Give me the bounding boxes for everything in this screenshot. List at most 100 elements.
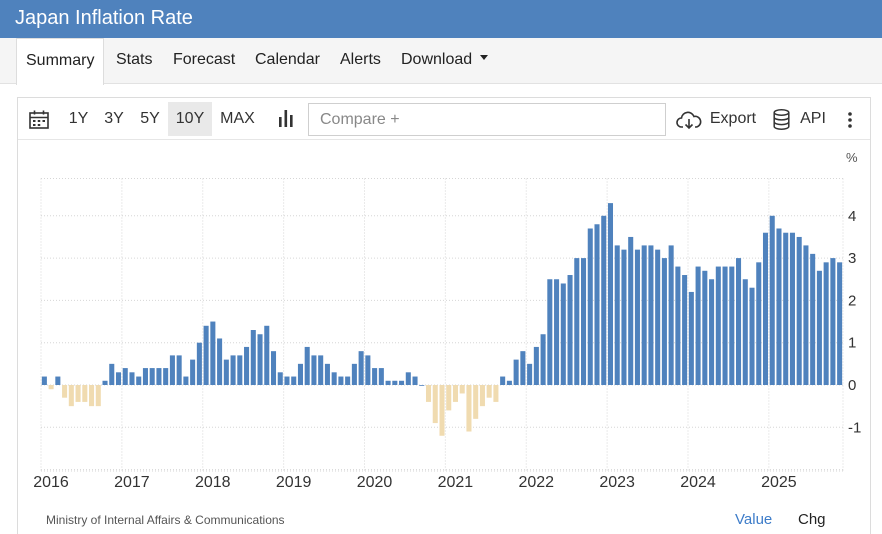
positive-bar <box>210 321 216 385</box>
positive-bar <box>769 215 775 385</box>
positive-bar <box>810 253 816 385</box>
positive-bar <box>776 228 782 385</box>
positive-bar <box>385 380 391 385</box>
tab-alerts[interactable]: Alerts <box>340 51 381 68</box>
negative-bar <box>68 385 74 407</box>
calendar-icon[interactable] <box>29 110 49 129</box>
y-tick-label: 1 <box>848 335 856 352</box>
positive-bar <box>668 245 674 385</box>
positive-bar <box>304 346 310 385</box>
bar-chart-icon[interactable] <box>278 109 296 128</box>
positive-bar <box>682 275 688 385</box>
positive-bar <box>277 372 283 385</box>
negative-bar <box>75 385 81 402</box>
y-tick-label: -1 <box>848 419 861 436</box>
range-max-button[interactable]: MAX <box>220 110 255 127</box>
positive-bar <box>715 266 721 385</box>
positive-bar <box>169 355 175 385</box>
positive-bar <box>506 380 512 385</box>
tab-forecast[interactable]: Forecast <box>173 51 236 68</box>
positive-bar <box>223 359 229 385</box>
positive-bar <box>742 279 748 385</box>
api-button[interactable]: API <box>800 110 826 127</box>
positive-bar <box>351 363 357 385</box>
negative-bar <box>439 385 445 436</box>
negative-bar <box>95 385 101 407</box>
positive-bar <box>102 380 108 385</box>
positive-bar <box>115 372 122 385</box>
positive-bar <box>722 266 728 385</box>
positive-bar <box>250 330 256 385</box>
positive-bar <box>601 215 607 385</box>
positive-bar <box>324 363 330 385</box>
more-vertical-icon[interactable] <box>847 111 853 129</box>
x-tick-label: 2018 <box>195 474 231 491</box>
positive-bar <box>762 232 769 385</box>
positive-bar <box>156 368 162 385</box>
positive-bar <box>183 376 189 385</box>
positive-bar <box>527 363 533 385</box>
positive-bar <box>392 380 398 385</box>
positive-bar <box>419 385 425 386</box>
chevron-down-icon <box>480 55 489 61</box>
positive-bar <box>217 338 223 385</box>
chg-mode-toggle[interactable]: Chg <box>798 511 826 528</box>
positive-bar <box>399 380 405 385</box>
positive-bar <box>129 372 135 385</box>
negative-bar <box>473 385 479 419</box>
positive-bar <box>554 279 560 385</box>
compare-input[interactable] <box>308 103 666 136</box>
positive-bar <box>520 351 526 385</box>
positive-bar <box>655 249 661 385</box>
positive-bar <box>270 351 277 385</box>
positive-bar <box>358 351 364 385</box>
cloud-download-icon[interactable] <box>676 110 702 130</box>
title-bar: Japan Inflation Rate <box>0 0 882 38</box>
x-tick-label: 2020 <box>357 474 393 491</box>
positive-bar <box>291 376 297 385</box>
negative-bar <box>486 385 492 398</box>
positive-bar <box>736 258 742 385</box>
positive-bar <box>581 258 587 385</box>
tab-download[interactable]: Download <box>401 38 489 84</box>
x-tick-label: 2024 <box>680 474 716 491</box>
negative-bar <box>432 385 438 424</box>
database-icon[interactable] <box>773 109 790 130</box>
range-3y-button[interactable]: 3Y <box>104 110 124 127</box>
x-tick-label: 2019 <box>276 474 312 491</box>
export-button[interactable]: Export <box>709 110 757 127</box>
x-tick-label: 2022 <box>518 474 554 491</box>
negative-bar <box>446 385 452 411</box>
positive-bar <box>345 376 351 385</box>
value-mode-toggle[interactable]: Value <box>735 511 773 528</box>
positive-bar <box>176 355 182 385</box>
chart-panel: 1Y 3Y 5Y 10Y MAX Export API <box>17 97 871 534</box>
positive-bar <box>500 376 506 385</box>
positive-bar <box>830 258 836 385</box>
positive-bar <box>41 376 47 385</box>
range-10y-button[interactable]: 10Y <box>168 102 212 136</box>
x-tick-label: 2025 <box>761 474 797 491</box>
positive-bar <box>749 287 755 385</box>
tab-calendar[interactable]: Calendar <box>255 51 320 68</box>
negative-bar <box>493 385 499 402</box>
positive-bar <box>628 236 634 385</box>
negative-bar <box>82 385 88 402</box>
y-tick-label: 0 <box>848 377 856 394</box>
positive-bar <box>796 236 802 385</box>
range-5y-button[interactable]: 5Y <box>140 110 160 127</box>
positive-bar <box>513 359 519 385</box>
positive-bar <box>122 368 128 385</box>
tab-stats[interactable]: Stats <box>116 51 153 68</box>
negative-bar <box>62 385 68 398</box>
positive-bar <box>136 376 142 385</box>
positive-bar <box>641 245 647 385</box>
positive-bar <box>823 262 829 385</box>
positive-bar <box>412 376 418 385</box>
positive-bar <box>587 228 593 385</box>
tab-summary[interactable]: Summary <box>16 38 105 85</box>
inflation-bar-chart: 4 3 2 1 0 -1% 2016 2017 2018 2019 2020 2021 2022 2023… <box>33 150 861 491</box>
y-tick-label: 4 <box>848 208 856 225</box>
range-1y-button[interactable]: 1Y <box>68 110 89 127</box>
negative-bar <box>459 385 465 394</box>
